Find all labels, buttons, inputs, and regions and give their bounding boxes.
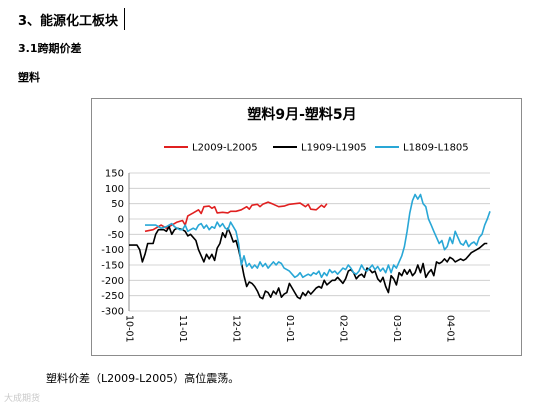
- series-lines: [129, 193, 491, 300]
- y-axis: 150 100 50 0 -50 -100 -150 -200 -250 -300: [101, 169, 130, 318]
- series-line-L1909-L1905: [129, 225, 488, 300]
- legend-label: L1909-L1905: [301, 143, 367, 154]
- x-tick-label: 12-01: [230, 315, 241, 343]
- x-tick-label: 04-01: [444, 315, 455, 343]
- y-tick-label: -200: [101, 276, 124, 287]
- x-tick-label: 01-01: [284, 315, 295, 343]
- figure-caption: 塑料价差（L2009-L2005）高位震荡。: [46, 372, 240, 385]
- chart-legend: L2009-L2005 L1909-L1905 L1809-L1805: [164, 143, 469, 154]
- x-tick-label: 10-01: [124, 315, 135, 343]
- y-tick-label: 150: [105, 169, 124, 180]
- series-line-L1809-L1805: [145, 193, 491, 279]
- legend-label: L1809-L1805: [403, 143, 469, 154]
- y-tick-label: 0: [118, 215, 124, 226]
- chart-frame: 塑料9月-塑料5月 L2009-L2005 L1909-L1905 L1809-L1…: [91, 98, 522, 356]
- series-line-L2009-L2005: [144, 201, 328, 233]
- y-tick-label: -300: [101, 307, 124, 318]
- y-tick-label: -150: [101, 261, 124, 272]
- y-tick-label: -100: [101, 245, 124, 256]
- y-tick-label: 100: [105, 184, 124, 195]
- product-label: 塑料: [18, 71, 40, 84]
- chart-title: 塑料9月-塑料5月: [247, 106, 356, 123]
- watermark: 大成期货: [4, 394, 41, 404]
- y-tick-label: 50: [111, 199, 124, 210]
- section-heading: 3、能源化工板块: [18, 14, 119, 29]
- y-tick-label: -50: [108, 230, 124, 241]
- x-tick-label: 11-01: [177, 315, 188, 343]
- x-tick-label: 03-01: [391, 315, 402, 343]
- subsection-heading: 3.1跨期价差: [18, 42, 82, 55]
- y-tick-label: -250: [101, 291, 124, 302]
- grid-lines: [129, 172, 490, 312]
- x-axis: 10-01 11-01 12-01 01-01 02-01 03-01 04-01: [124, 315, 456, 343]
- x-tick-label: 02-01: [337, 315, 348, 343]
- line-chart: 塑料9月-塑料5月 L2009-L2005 L1909-L1905 L1809-L1…: [101, 106, 491, 343]
- text-cursor: [124, 8, 125, 30]
- legend-label: L2009-L2005: [192, 143, 258, 154]
